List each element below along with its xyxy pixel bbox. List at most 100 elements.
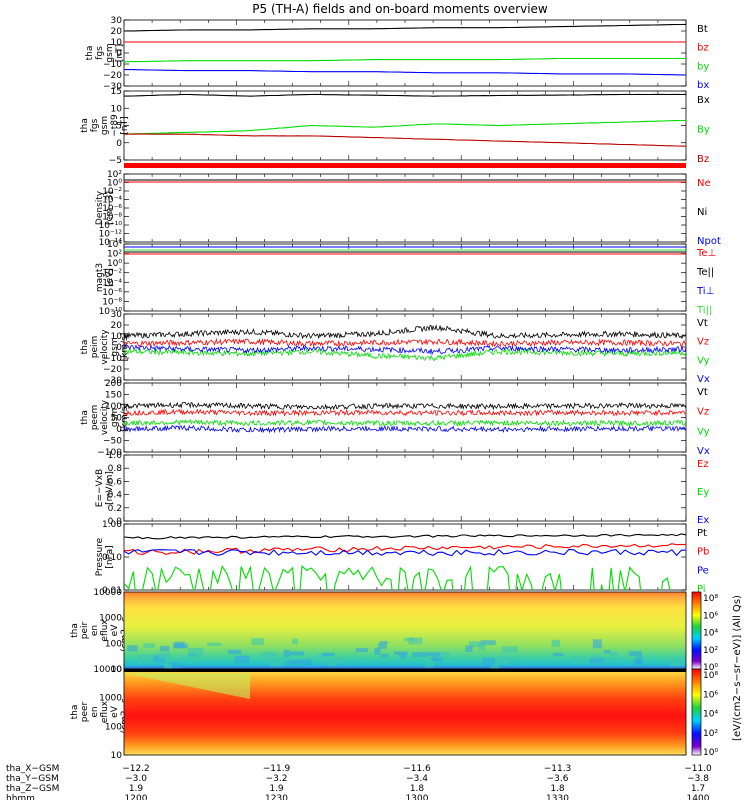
ytick-label: 100 bbox=[105, 639, 122, 649]
xaxis-value: 1.7 bbox=[691, 784, 705, 794]
colorbar-tick: 10⁸ bbox=[703, 594, 718, 604]
ytick-label: 100 bbox=[105, 402, 122, 412]
ylabel-line: velocity bbox=[100, 329, 110, 365]
spectrogram-cell bbox=[592, 639, 602, 649]
spectrogram-cell bbox=[424, 660, 435, 668]
series-line-Pe bbox=[124, 548, 686, 557]
ylabel-line: E=−VxB bbox=[95, 469, 105, 507]
xaxis-value: −3.8 bbox=[687, 774, 709, 784]
ytick-label: 10⁻⁴ bbox=[102, 278, 122, 288]
legend-Vz: Vz bbox=[697, 407, 709, 418]
electron-colorbar bbox=[691, 668, 702, 756]
ytick-label: −20 bbox=[103, 365, 122, 375]
ytick-label: 10⁻² bbox=[102, 187, 122, 197]
xaxis-row-label: tha_X−GSM bbox=[6, 764, 59, 774]
ytick-label: 10⁻¹⁴ bbox=[99, 238, 123, 248]
spectrogram-cell bbox=[497, 657, 509, 664]
xaxis-value: −11.9 bbox=[263, 764, 291, 774]
legend-Te⊥: Te⊥ bbox=[696, 248, 716, 259]
spectrogram-cell bbox=[333, 657, 345, 664]
ytick-label: 10⁻¹⁰ bbox=[99, 221, 123, 231]
ylabel-line: eV bbox=[110, 705, 120, 718]
spectrogram-cell bbox=[270, 657, 283, 667]
series-line-Pi bbox=[124, 565, 671, 590]
series-line-by bbox=[124, 57, 686, 63]
xaxis-value: 1.9 bbox=[269, 784, 284, 794]
legend-Ne: Ne bbox=[697, 178, 711, 189]
spectrogram-cell bbox=[158, 652, 171, 660]
spectrogram-cell bbox=[633, 659, 642, 666]
ytick-label: 10⁴ bbox=[107, 240, 122, 250]
spectrogram-cell bbox=[127, 645, 138, 652]
spectrogram-cell bbox=[173, 658, 183, 663]
legend-Bt: Bt bbox=[697, 24, 708, 35]
colorbar-tick: 10⁶ bbox=[703, 690, 718, 700]
ytick-label: 10² bbox=[107, 250, 122, 260]
spectrogram-cell bbox=[374, 648, 381, 655]
spectrogram-cell bbox=[603, 649, 611, 654]
ylabel-line: fgs bbox=[90, 118, 100, 132]
ylabel-line: Pressure bbox=[95, 537, 105, 576]
panel-peim_velocity: tha peim velocity gsm [km/s]3020100−10−20−30… bbox=[80, 310, 710, 386]
ylabel-line: eflux bbox=[100, 619, 110, 642]
ytick-label: 150 bbox=[105, 391, 122, 401]
ylabel-line: tha bbox=[70, 705, 80, 720]
legend-Bz: Bz bbox=[697, 154, 709, 165]
ytick-label: 0 bbox=[116, 139, 122, 149]
ylabel-line: tha bbox=[70, 623, 80, 638]
spectrogram-cell bbox=[502, 646, 518, 653]
legend-Ni: Ni bbox=[697, 207, 707, 218]
ytick-label: 10⁻⁶ bbox=[102, 288, 122, 298]
spectrogram-cell bbox=[298, 659, 312, 668]
xaxis-value: −3.6 bbox=[547, 774, 569, 784]
legend-Ti||: Ti|| bbox=[696, 305, 712, 316]
spectrogram-cell bbox=[289, 651, 305, 656]
ytick-label: 0.4 bbox=[108, 491, 123, 501]
xaxis-value: 1.9 bbox=[129, 784, 144, 794]
spectrogram-cell bbox=[124, 673, 250, 699]
ylabel-line: tha bbox=[80, 340, 90, 355]
spectrogram-cell bbox=[480, 640, 496, 646]
colorbar-tick: 10⁴ bbox=[703, 629, 718, 639]
ytick-label: 0 bbox=[116, 343, 122, 353]
xaxis-value: −3.2 bbox=[266, 774, 288, 784]
panel-frame bbox=[123, 173, 687, 243]
spectrogram-cell bbox=[478, 642, 486, 651]
ytick-label: 0.10 bbox=[102, 553, 122, 563]
spectrogram-cell bbox=[251, 638, 264, 646]
spectrogram-cell bbox=[498, 656, 507, 661]
legend-Vt: Vt bbox=[697, 387, 708, 398]
ylabel-line: magt3 bbox=[95, 263, 105, 292]
series-band bbox=[124, 163, 686, 168]
ytick-label: 10 bbox=[111, 332, 123, 342]
ytick-label: −5 bbox=[109, 156, 122, 166]
spectrogram-cell bbox=[490, 661, 500, 670]
series-line-Vz bbox=[124, 408, 686, 417]
spectrogram-cell bbox=[551, 639, 561, 647]
ylabel-line: eflux bbox=[100, 700, 110, 723]
legend-Pb: Pb bbox=[697, 547, 709, 558]
ylabel-line: [mV/m] bbox=[105, 471, 115, 505]
series-line-Vx bbox=[124, 424, 686, 434]
ytick-label: 10⁻⁸ bbox=[102, 297, 122, 307]
series-line-Vz bbox=[124, 337, 686, 348]
series-line-Bz bbox=[124, 133, 686, 147]
colorbar-tick: 10⁶ bbox=[703, 611, 718, 621]
ytick-label: 1.0 bbox=[108, 451, 123, 461]
legend-Ti⊥: Ti⊥ bbox=[696, 286, 714, 297]
panel-frame bbox=[123, 90, 687, 161]
ylabel-line: [nT] bbox=[115, 44, 125, 62]
spectrogram-cell bbox=[465, 645, 473, 652]
ytick-label: 10⁻² bbox=[102, 269, 122, 279]
legend-Npot: Npot bbox=[697, 236, 721, 247]
colorbar-tick: 10⁰ bbox=[703, 748, 718, 758]
ytick-label: −10 bbox=[103, 354, 122, 364]
xaxis-value: −11.3 bbox=[544, 764, 572, 774]
spectrogram-cell bbox=[377, 643, 387, 649]
spectrogram-cell bbox=[138, 654, 152, 664]
series-line-Vt bbox=[124, 324, 686, 340]
ytick-label: 10⁻⁸ bbox=[102, 213, 122, 223]
